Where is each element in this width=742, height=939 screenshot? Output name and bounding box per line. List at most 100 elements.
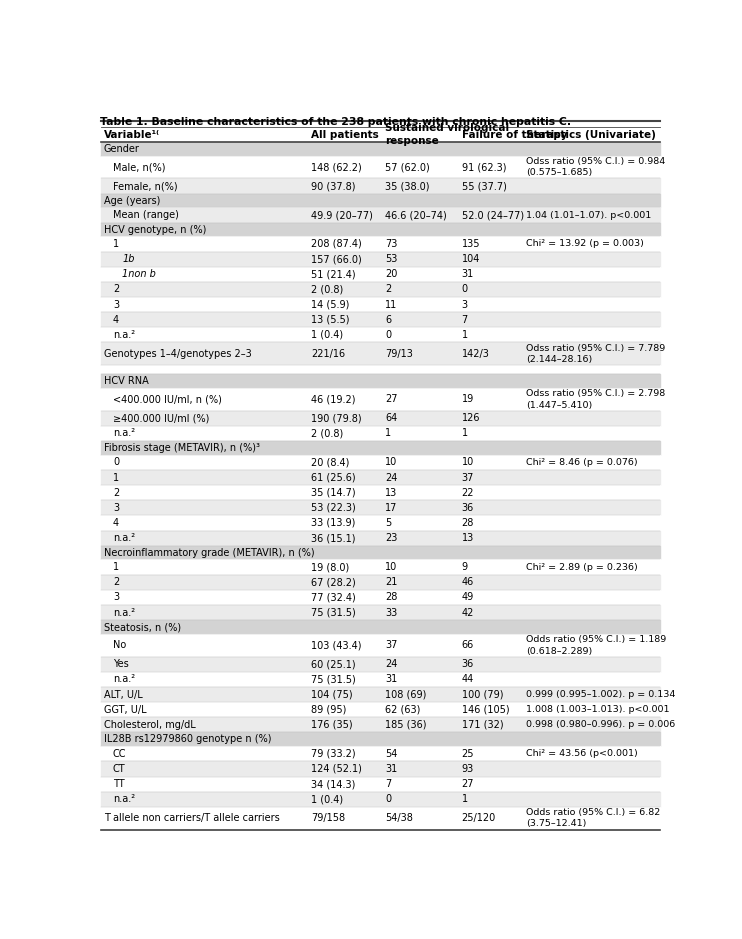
Text: 142/3: 142/3 <box>462 348 490 359</box>
Text: 27: 27 <box>385 394 398 405</box>
Text: 62 (63): 62 (63) <box>385 704 420 715</box>
Bar <box>100 807 660 829</box>
Text: n.a.²: n.a.² <box>113 330 135 340</box>
Text: 171 (32): 171 (32) <box>462 720 503 730</box>
Text: 0.998 (0.980–0.996). p = 0.006: 0.998 (0.980–0.996). p = 0.006 <box>526 720 675 730</box>
Text: 2: 2 <box>113 577 119 587</box>
Bar <box>100 560 660 575</box>
Bar <box>100 485 660 500</box>
Text: 9: 9 <box>462 562 467 572</box>
Text: 66: 66 <box>462 640 474 651</box>
Text: ALT, U/L: ALT, U/L <box>104 689 142 700</box>
Text: No: No <box>113 640 126 651</box>
Bar <box>100 671 660 687</box>
Text: 28: 28 <box>462 518 474 528</box>
Bar <box>100 282 660 297</box>
Text: 37: 37 <box>462 472 474 483</box>
Text: 221/16: 221/16 <box>312 348 346 359</box>
Text: 2 (0.8): 2 (0.8) <box>312 285 344 295</box>
Text: Odds ratio (95% C.I.) = 1.189
(0.618–2.289): Odds ratio (95% C.I.) = 1.189 (0.618–2.2… <box>526 635 666 655</box>
Text: 4: 4 <box>113 518 119 528</box>
Bar <box>100 328 660 343</box>
Text: n.a.²: n.a.² <box>113 428 135 439</box>
Text: Female, n(%): Female, n(%) <box>113 181 177 191</box>
Text: 60 (25.1): 60 (25.1) <box>312 659 356 670</box>
Text: 10: 10 <box>385 562 397 572</box>
Text: 1: 1 <box>385 428 391 439</box>
Text: 46 (19.2): 46 (19.2) <box>312 394 356 405</box>
Text: 0: 0 <box>385 794 391 804</box>
Text: 19 (8.0): 19 (8.0) <box>312 562 349 572</box>
Bar <box>100 267 660 282</box>
Text: 0: 0 <box>113 457 119 468</box>
Bar <box>100 312 660 328</box>
Bar <box>100 223 660 237</box>
Text: 176 (35): 176 (35) <box>312 720 353 730</box>
Text: 3: 3 <box>462 300 467 310</box>
Bar <box>100 656 660 671</box>
Text: Statistics (Univariate): Statistics (Univariate) <box>526 130 656 140</box>
Text: 185 (36): 185 (36) <box>385 720 427 730</box>
Bar <box>100 762 660 777</box>
Text: 2: 2 <box>113 487 119 498</box>
Text: 36: 36 <box>462 659 474 670</box>
Text: 104 (75): 104 (75) <box>312 689 353 700</box>
Text: Age (years): Age (years) <box>104 195 160 206</box>
Text: 10: 10 <box>462 457 474 468</box>
Text: 1: 1 <box>462 428 467 439</box>
Text: 93: 93 <box>462 764 474 774</box>
Bar <box>100 777 660 792</box>
Bar <box>100 374 660 388</box>
Bar <box>100 142 660 156</box>
Text: 79/158: 79/158 <box>312 813 346 824</box>
Text: IL28B rs12979860 genotype n (%): IL28B rs12979860 genotype n (%) <box>104 734 271 745</box>
Bar <box>100 454 660 470</box>
Text: Odss ratio (95% C.I.) = 7.789
(2.144–28.16): Odss ratio (95% C.I.) = 7.789 (2.144–28.… <box>526 344 666 364</box>
Text: 100 (79): 100 (79) <box>462 689 503 700</box>
Bar <box>100 500 660 516</box>
Text: 13: 13 <box>385 487 397 498</box>
Text: 28: 28 <box>385 593 397 603</box>
Text: 157 (66.0): 157 (66.0) <box>312 254 362 264</box>
Text: Chi² = 8.46 (p = 0.076): Chi² = 8.46 (p = 0.076) <box>526 458 637 467</box>
Text: 54/38: 54/38 <box>385 813 413 824</box>
Text: Fibrosis stage (METAVIR), n (%)³: Fibrosis stage (METAVIR), n (%)³ <box>104 443 260 453</box>
Text: 1 (0.4): 1 (0.4) <box>312 794 344 804</box>
Bar <box>100 343 660 365</box>
Bar <box>100 388 660 410</box>
Text: 126: 126 <box>462 413 480 423</box>
Text: 1: 1 <box>113 562 119 572</box>
Text: 3: 3 <box>113 502 119 513</box>
Text: 91 (62.3): 91 (62.3) <box>462 162 506 172</box>
Text: Genotypes 1–4/genotypes 2–3: Genotypes 1–4/genotypes 2–3 <box>104 348 252 359</box>
Text: T allele non carriers/T allele carriers: T allele non carriers/T allele carriers <box>104 813 279 824</box>
Text: 44: 44 <box>462 674 474 685</box>
Text: Variable¹⁽: Variable¹⁽ <box>104 130 160 140</box>
Text: 208 (87.4): 208 (87.4) <box>312 239 362 249</box>
Bar <box>100 732 660 747</box>
Text: 25/120: 25/120 <box>462 813 496 824</box>
Text: 33: 33 <box>385 608 397 618</box>
Text: 1b: 1b <box>122 254 135 264</box>
Text: TT: TT <box>113 779 125 789</box>
Bar <box>100 634 660 656</box>
Text: 1: 1 <box>113 472 119 483</box>
Bar <box>100 208 660 223</box>
Text: 0: 0 <box>385 330 391 340</box>
Text: 52.0 (24–77): 52.0 (24–77) <box>462 210 524 220</box>
Text: 49: 49 <box>462 593 474 603</box>
Text: Odds ratio (95% C.I.) = 6.82
(3.75–12.41): Odds ratio (95% C.I.) = 6.82 (3.75–12.41… <box>526 808 660 828</box>
Text: 5: 5 <box>385 518 391 528</box>
Text: Sustained virological
response: Sustained virological response <box>385 123 509 146</box>
Text: 61 (25.6): 61 (25.6) <box>312 472 356 483</box>
Text: 90 (37.8): 90 (37.8) <box>312 181 356 191</box>
Bar <box>100 425 660 441</box>
Text: Cholesterol, mg/dL: Cholesterol, mg/dL <box>104 720 195 730</box>
Text: Odss ratio (95% C.I.) = 0.984
(0.575–1.685): Odss ratio (95% C.I.) = 0.984 (0.575–1.6… <box>526 157 666 177</box>
Text: 23: 23 <box>385 533 397 543</box>
Text: CT: CT <box>113 764 125 774</box>
Text: HCV RNA: HCV RNA <box>104 376 148 386</box>
Text: 104: 104 <box>462 254 480 264</box>
Bar <box>100 702 660 717</box>
Text: 89 (95): 89 (95) <box>312 704 347 715</box>
